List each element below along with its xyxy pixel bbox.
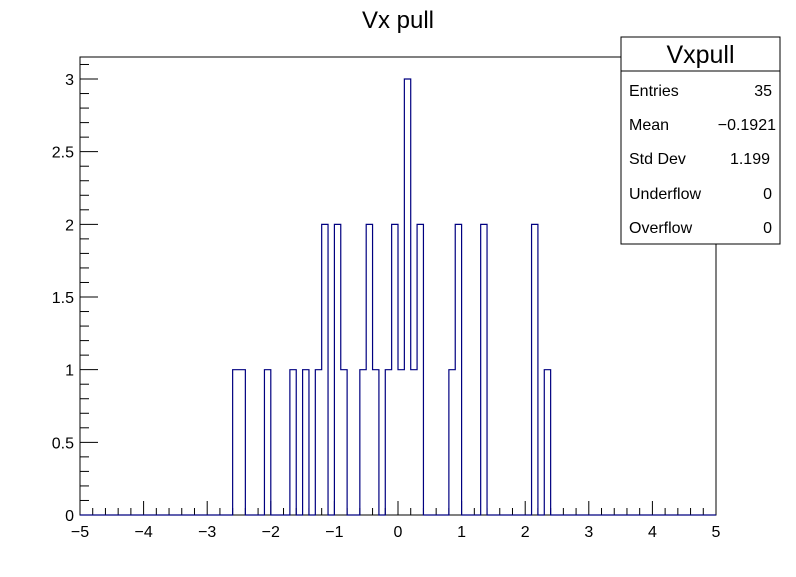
y-tick-label: 3 (65, 72, 74, 89)
y-tick-label: 0 (65, 508, 74, 525)
x-tick-label: 0 (394, 524, 403, 541)
y-tick-label: 1.5 (52, 290, 74, 307)
x-tick-label: 4 (648, 524, 657, 541)
stats-mean-label: Mean (629, 117, 669, 134)
x-tick-label: −2 (262, 524, 280, 541)
stats-underflow-label: Underflow (629, 186, 701, 203)
stats-box: Vxpull Entries 35 Mean −0.1921 Std Dev 1… (620, 36, 781, 245)
stats-overflow-value: 0 (763, 220, 772, 237)
x-tick-label: −3 (198, 524, 216, 541)
y-tick-label: 0.5 (52, 435, 74, 452)
x-tick-label: 1 (457, 524, 466, 541)
stats-mean-value: −0.1921 (718, 117, 776, 134)
x-tick-label: −1 (325, 524, 343, 541)
x-tick-label: −4 (134, 524, 152, 541)
stats-entries-label: Entries (629, 83, 679, 100)
stats-overflow-label: Overflow (629, 220, 693, 237)
y-tick-label: 2 (65, 217, 74, 234)
stats-box-title: Vxpull (666, 41, 734, 69)
chart-title: Vx pull (362, 7, 434, 34)
y-tick-label: 2.5 (52, 145, 74, 162)
x-tick-label: −5 (71, 524, 89, 541)
x-tick-label: 2 (521, 524, 530, 541)
x-tick-label: 5 (712, 524, 721, 541)
x-axis: −5 −4 −3 −2 −1 0 1 2 3 4 5 (71, 501, 721, 541)
stats-underflow-value: 0 (763, 186, 772, 203)
y-tick-label: 1 (65, 363, 74, 380)
stats-entries-value: 35 (754, 83, 772, 100)
x-tick-label: 3 (584, 524, 593, 541)
histogram-line (80, 78, 716, 516)
stats-stddev-value: 1.199 (730, 151, 770, 168)
y-axis: 0 0.5 1 1.5 2 2.5 3 (52, 63, 98, 525)
stats-stddev-label: Std Dev (629, 151, 686, 168)
